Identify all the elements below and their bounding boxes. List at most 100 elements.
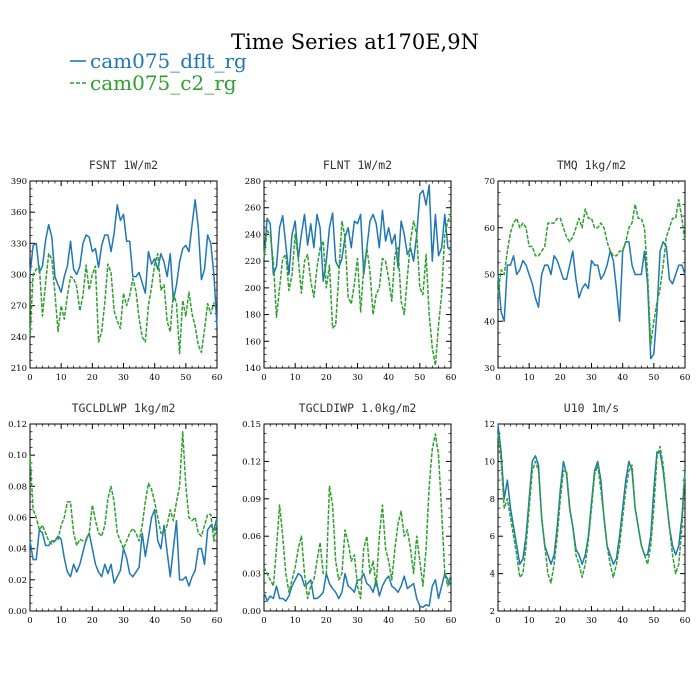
x-tick-label: 30 (352, 616, 363, 626)
panel-title: TGCLDLWP 1kg/m2 (72, 401, 176, 415)
y-tick-label: 0.08 (8, 482, 27, 492)
y-tick-label: 360 (11, 208, 27, 218)
panel-tgcldiwp: TGCLDIWP 1.0kg/m2 0.00 0.03 0.06 0.09 0.12 0.1… (242, 401, 456, 626)
y-tick-label: 280 (245, 177, 261, 187)
x-tick-label: 60 (212, 373, 223, 383)
x-tick-label: 50 (648, 616, 659, 626)
series-line-cam075_c2_rg (263, 433, 452, 600)
figure-legend: cam075_dflt_rg cam075_c2_rg (70, 49, 247, 95)
y-tick-label: 240 (11, 333, 27, 343)
series-line-cam075_c2_rg (29, 431, 218, 550)
y-tick-label: 0.00 (8, 607, 27, 617)
x-tick-label: 40 (149, 373, 160, 383)
x-tick-label: 60 (212, 616, 223, 626)
x-tick-label: 0 (27, 373, 32, 383)
y-tick-label: 0.12 (242, 457, 261, 467)
x-tick-label: 20 (321, 616, 332, 626)
series-line-cam075_dflt_rg (263, 572, 452, 609)
x-tick-label: 50 (180, 373, 191, 383)
x-tick-label: 60 (680, 616, 691, 626)
y-tick-label: 0.15 (242, 420, 261, 430)
y-tick-label: 160 (245, 337, 261, 347)
panel-tmq: TMQ 1kg/m2 30 40 50 60 70 0 10 20 30 40 50 60 (484, 158, 690, 383)
series-line-cam075_dflt_rg (263, 184, 452, 282)
legend-label-1: cam075_c2_rg (90, 71, 237, 95)
y-tick-label: 390 (11, 177, 27, 187)
x-tick-label: 40 (617, 373, 628, 383)
y-tick-label: 70 (484, 177, 495, 187)
series-line-cam075_dflt_rg (29, 198, 218, 327)
y-tick-label: 140 (245, 364, 261, 374)
y-tick-label: 0.03 (242, 570, 261, 580)
x-tick-label: 0 (261, 373, 266, 383)
panel-title: FSNT 1W/m2 (89, 158, 158, 172)
series-line-cam075_c2_rg (497, 198, 686, 346)
y-tick-label: 200 (245, 284, 261, 294)
y-tick-label: 180 (245, 311, 261, 321)
plot-frame (29, 180, 218, 369)
series-line-cam075_c2_rg (263, 214, 452, 367)
x-tick-label: 40 (617, 616, 628, 626)
x-tick-label: 30 (586, 616, 597, 626)
y-tick-label: 0.10 (8, 451, 27, 461)
panel-title: FLNT 1W/m2 (323, 158, 392, 172)
x-tick-label: 50 (414, 373, 425, 383)
y-tick-label: 240 (245, 230, 261, 240)
panel-tgcldlwp: TGCLDLWP 1kg/m2 0.00 0.02 0.04 0.06 0.08 0.10 0… (8, 401, 222, 626)
x-tick-label: 10 (56, 373, 67, 383)
series-line-cam075_c2_rg (497, 433, 686, 584)
x-tick-label: 20 (555, 616, 566, 626)
y-tick-label: 12 (484, 420, 495, 430)
x-tick-label: 60 (680, 373, 691, 383)
x-tick-label: 0 (495, 616, 500, 626)
panel-title: TGCLDIWP 1.0kg/m2 (299, 401, 417, 415)
figure-title: Time Series at170E,9N (231, 30, 479, 54)
plot-frame (497, 180, 686, 369)
y-tick-label: 8 (490, 495, 495, 505)
series-line-cam075_dflt_rg (497, 241, 686, 360)
panel-title: U10 1m/s (564, 401, 619, 415)
x-tick-label: 10 (290, 616, 301, 626)
y-tick-label: 220 (245, 257, 261, 267)
panel-flnt: FLNT 1W/m2 140 160 180 200 220 240 260 280 0 10 20 3… (245, 158, 457, 383)
x-tick-label: 50 (180, 616, 191, 626)
y-tick-label: 0.06 (242, 532, 261, 542)
y-tick-label: 10 (484, 457, 495, 467)
x-tick-label: 10 (290, 373, 301, 383)
legend-label-0: cam075_dflt_rg (90, 49, 247, 73)
x-tick-label: 0 (495, 373, 500, 383)
x-tick-label: 40 (383, 616, 394, 626)
x-tick-label: 30 (352, 373, 363, 383)
x-tick-label: 0 (27, 616, 32, 626)
x-tick-label: 60 (446, 616, 457, 626)
x-tick-label: 10 (524, 616, 535, 626)
y-tick-label: 0.09 (242, 495, 261, 505)
panel-u10: U10 1m/s 2 4 6 8 10 12 0 10 20 30 40 50 60 (484, 401, 690, 626)
y-tick-label: 6 (490, 532, 495, 542)
y-tick-label: 0.00 (242, 607, 261, 617)
x-tick-label: 10 (524, 373, 535, 383)
y-tick-label: 40 (484, 317, 495, 327)
x-tick-label: 40 (149, 616, 160, 626)
x-tick-label: 30 (586, 373, 597, 383)
x-tick-label: 30 (118, 616, 129, 626)
x-tick-label: 50 (648, 373, 659, 383)
x-tick-label: 20 (321, 373, 332, 383)
y-tick-label: 0.04 (8, 545, 27, 555)
x-tick-label: 10 (56, 616, 67, 626)
panel-fsnt: FSNT 1W/m2 210 240 270 300 330 360 390 0 10 20 30 40… (11, 158, 223, 383)
y-tick-label: 330 (11, 239, 27, 249)
y-tick-label: 0.06 (8, 514, 27, 524)
y-tick-label: 270 (11, 302, 27, 312)
y-tick-label: 60 (484, 224, 495, 234)
panel-title: TMQ 1kg/m2 (557, 158, 626, 172)
series-line-cam075_c2_rg (29, 252, 215, 355)
y-tick-label: 0.12 (8, 420, 27, 430)
y-tick-label: 300 (11, 271, 27, 281)
y-tick-label: 260 (245, 204, 261, 214)
x-tick-label: 60 (446, 373, 457, 383)
x-tick-label: 30 (118, 373, 129, 383)
x-tick-label: 50 (414, 616, 425, 626)
x-tick-label: 20 (555, 373, 566, 383)
y-tick-label: 30 (484, 364, 495, 374)
